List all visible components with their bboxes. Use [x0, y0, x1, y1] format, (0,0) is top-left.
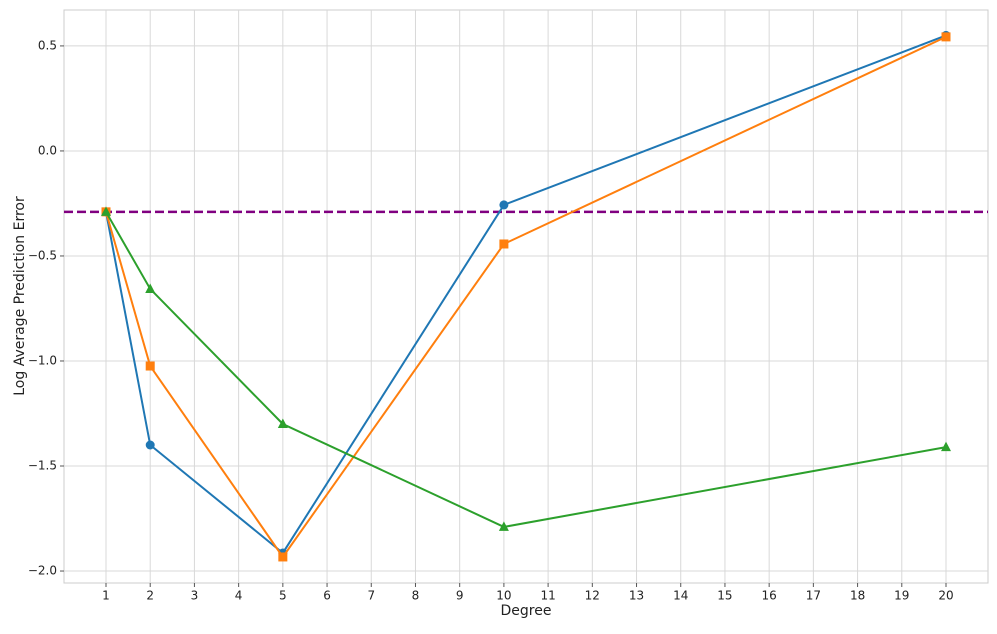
marker: [941, 441, 951, 452]
y-tick-label: −0.5: [28, 248, 57, 262]
x-tick-label: 10: [496, 589, 511, 603]
y-tick-label: −1.0: [28, 353, 57, 367]
x-tick-label: 14: [673, 589, 688, 603]
y-tick-label: 0.5: [38, 38, 57, 52]
x-tick-label: 17: [806, 589, 821, 603]
x-tick-label: 7: [367, 589, 375, 603]
x-tick-label: 2: [146, 589, 154, 603]
x-tick-label: 19: [894, 589, 909, 603]
x-tick-label: 5: [279, 589, 287, 603]
y-axis-label: Log Average Prediction Error: [12, 196, 28, 396]
series-line: [105, 211, 947, 528]
marker: [499, 200, 509, 210]
series-line: [105, 35, 947, 559]
marker: [498, 521, 509, 531]
x-tick-label: 6: [323, 589, 331, 603]
y-tick-label: 0.0: [38, 143, 57, 157]
marker: [278, 552, 288, 562]
x-tick-label: 13: [629, 589, 644, 603]
marker: [941, 32, 951, 42]
marker: [277, 418, 288, 428]
marker: [499, 239, 509, 249]
x-tick-label: 11: [540, 589, 555, 603]
marker: [101, 206, 111, 216]
marker: [145, 440, 155, 450]
y-tick-label: −1.5: [28, 459, 57, 473]
x-tick-label: 15: [717, 589, 732, 603]
x-tick-label: 8: [412, 589, 420, 603]
x-tick-label: 16: [762, 589, 777, 603]
x-tick-label: 4: [235, 589, 243, 603]
marker: [145, 283, 156, 293]
x-tick-label: 3: [191, 589, 199, 603]
marker: [145, 361, 155, 371]
plot-frame: [63, 9, 989, 584]
x-tick-label: 20: [938, 589, 953, 603]
x-tick-label: 1: [102, 589, 110, 603]
x-tick-label: 12: [585, 589, 600, 603]
x-tick-label: 18: [850, 589, 865, 603]
x-tick-label: 9: [456, 589, 464, 603]
y-tick-label: −2.0: [28, 564, 57, 578]
series-line: [105, 34, 947, 555]
x-axis-label: Degree: [501, 603, 552, 619]
